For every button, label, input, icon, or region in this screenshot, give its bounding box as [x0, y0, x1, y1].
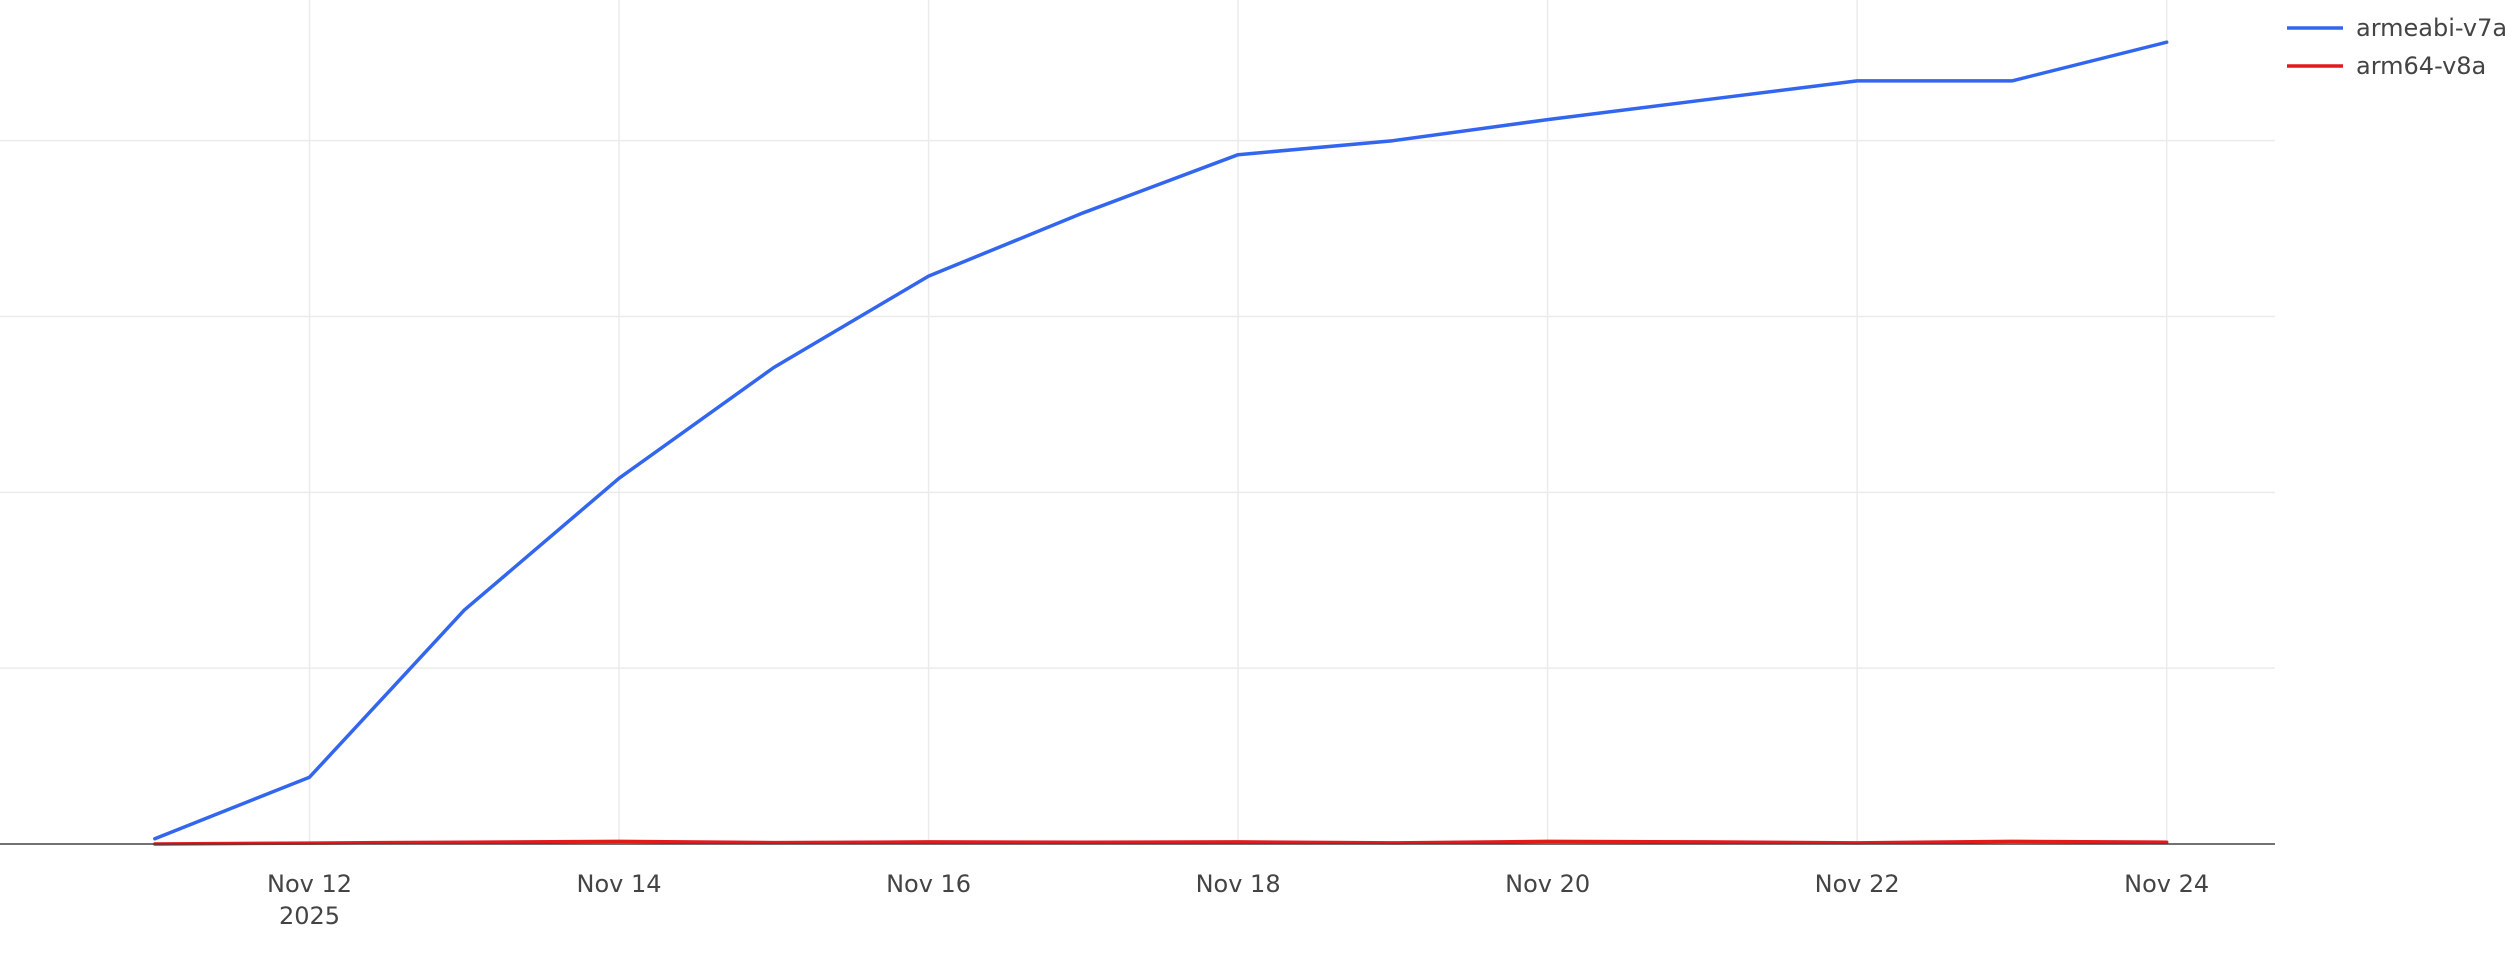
x-axis: Nov 12 2025 Nov 14 Nov 16 Nov 18 Nov 20 Nov 22… — [0, 843, 2275, 930]
legend-label: armeabi-v7a — [2356, 14, 2507, 42]
legend-item[interactable]: armeabi-v7a — [2287, 14, 2507, 42]
x-tick-sublabel: 2025 — [279, 902, 340, 930]
series-lines — [153, 40, 2169, 846]
legend: armeabi-v7a arm64-v8a — [2287, 14, 2507, 80]
x-tick-label: Nov 22 — [1815, 870, 1900, 898]
x-tick-label: Nov 24 — [2124, 870, 2209, 898]
legend-item[interactable]: arm64-v8a — [2287, 52, 2486, 80]
series-line-armeabi-v7a — [153, 40, 2169, 841]
x-tick-label: Nov 12 — [267, 870, 352, 898]
legend-label: arm64-v8a — [2356, 52, 2486, 80]
x-tick-label: Nov 14 — [577, 870, 662, 898]
series-line-arm64-v8a — [153, 839, 2169, 846]
grid — [0, 0, 2275, 844]
x-tick-label: Nov 18 — [1196, 870, 1281, 898]
x-tick-label: Nov 20 — [1505, 870, 1590, 898]
x-tick-label: Nov 16 — [886, 870, 971, 898]
